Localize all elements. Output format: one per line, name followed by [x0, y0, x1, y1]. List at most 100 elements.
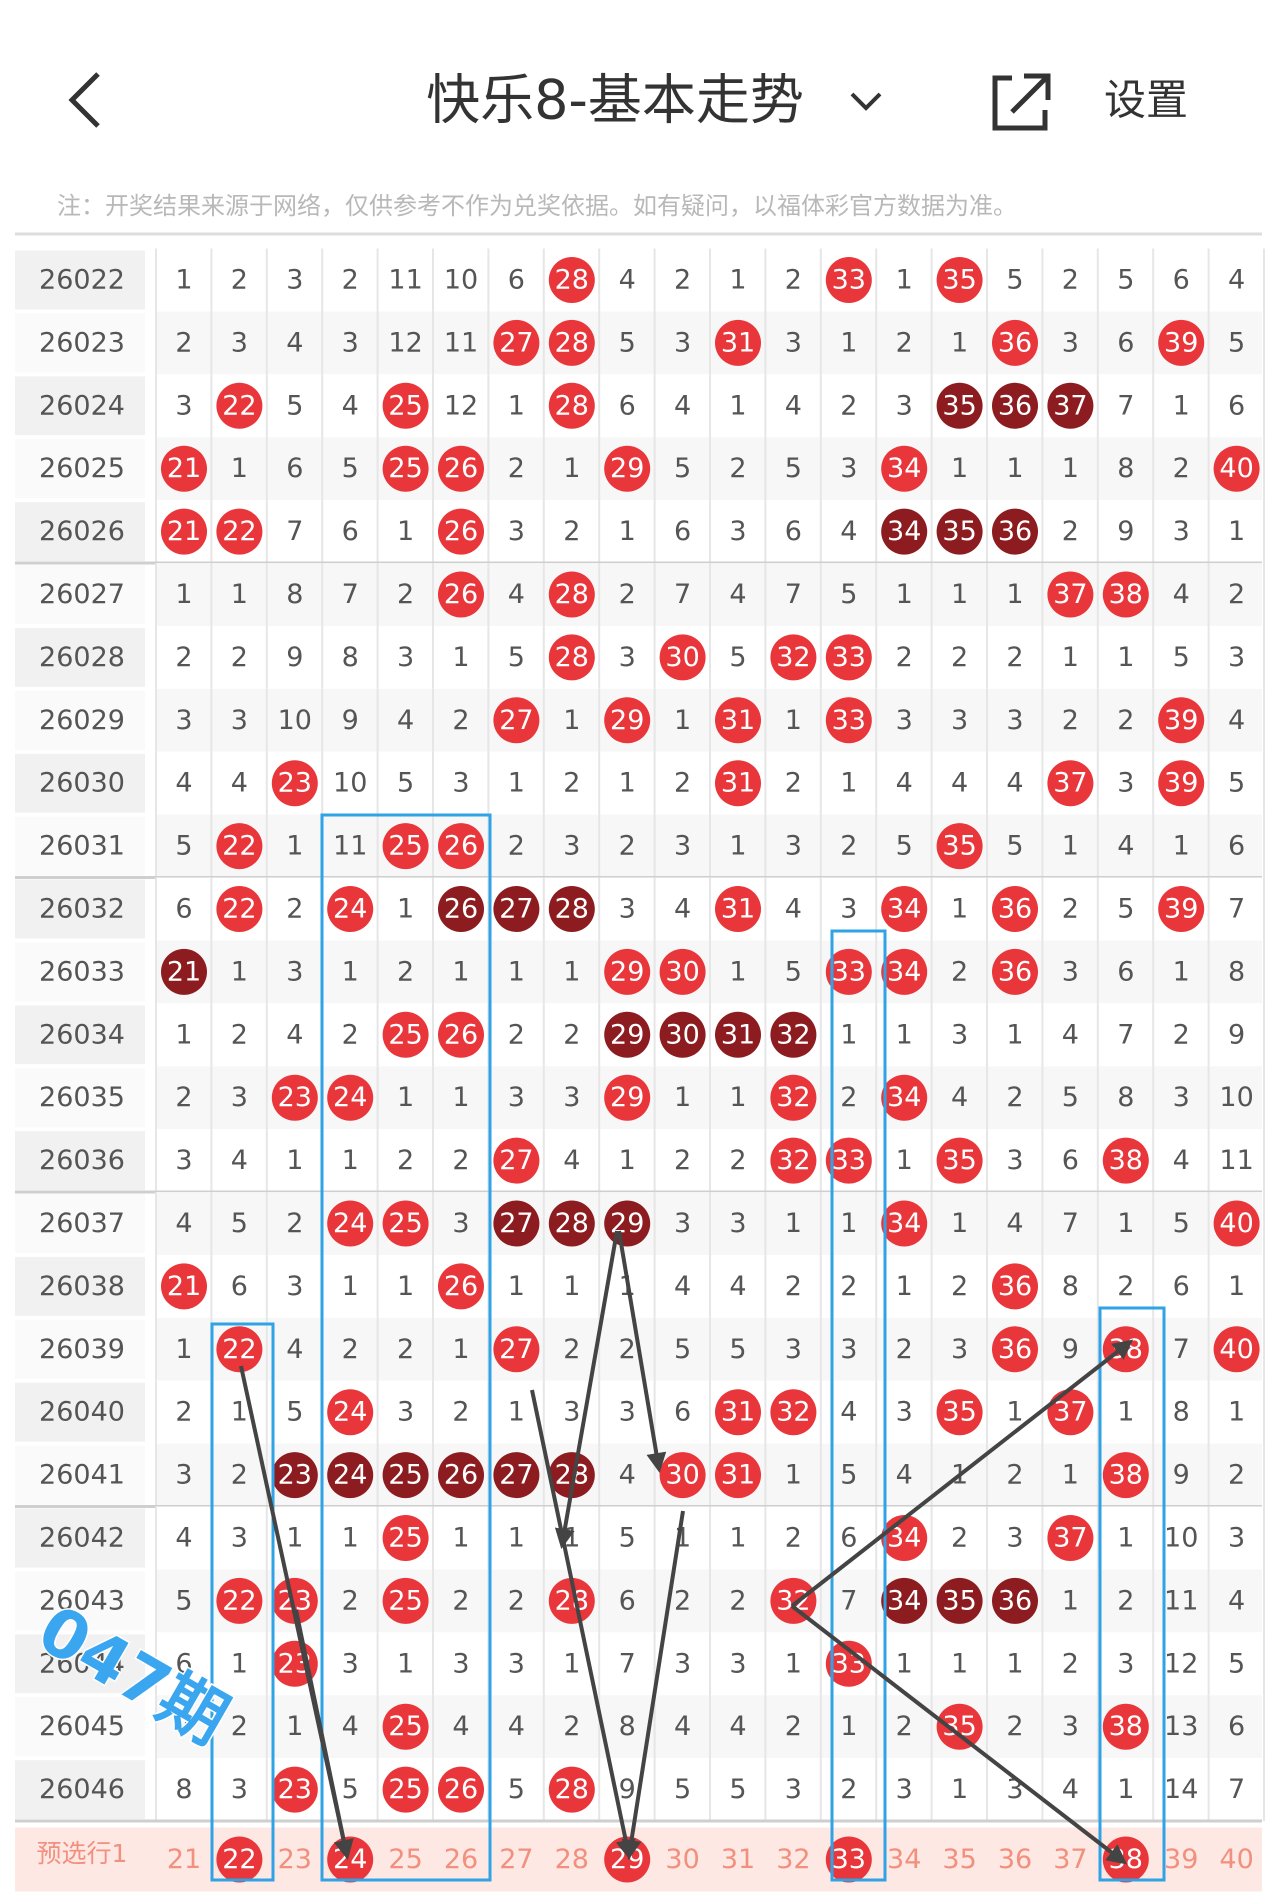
table-row: 26024 3 22 5 4 25 12 1 28 6 4 1 4 2 3 35 36 37 7 1 6 [15, 374, 1265, 438]
miss-count: 2 [397, 1145, 414, 1176]
miss-count: 2 [840, 1082, 857, 1113]
miss-count: 1 [563, 956, 580, 987]
ball-number: 36 [998, 516, 1032, 547]
ball-number: 26 [444, 1271, 478, 1302]
miss-count: 8 [619, 1711, 636, 1742]
miss-count: 4 [286, 1019, 303, 1050]
hit-ball [216, 1577, 263, 1624]
miss-count: 3 [896, 1397, 913, 1428]
miss-count: 1 [175, 1019, 192, 1050]
ball-number: 27 [499, 327, 533, 358]
miss-count: 2 [896, 1334, 913, 1365]
back-button[interactable] [68, 72, 100, 128]
ball-number: 39 [1164, 705, 1198, 736]
miss-count: 14 [1164, 1774, 1198, 1805]
miss-count: 5 [674, 1774, 691, 1805]
ball-number: 32 [776, 1585, 810, 1616]
period-cell [15, 1319, 145, 1379]
miss-count: 23 [278, 1844, 312, 1875]
hit-ball [438, 1263, 484, 1310]
miss-count: 2 [452, 1145, 469, 1176]
streak-ball [1047, 382, 1094, 429]
miss-count: 4 [1117, 831, 1134, 862]
miss-count: 2 [785, 768, 802, 799]
page-title[interactable]: 快乐8-基本走势 [426, 69, 804, 132]
miss-count: 2 [785, 1523, 802, 1554]
miss-count: 3 [785, 327, 802, 358]
miss-count: 1 [619, 768, 636, 799]
miss-count: 36 [998, 1844, 1032, 1875]
ball-number: 25 [388, 1774, 422, 1805]
miss-count: 6 [840, 1523, 857, 1554]
period-cell [15, 879, 145, 939]
period-cell [15, 1508, 145, 1568]
arrow [621, 1510, 685, 1860]
miss-count: 3 [840, 453, 857, 484]
miss-count: 11 [444, 327, 478, 358]
miss-count: 6 [342, 516, 359, 547]
ball-number: 25 [388, 1523, 422, 1554]
miss-count: 1 [729, 831, 746, 862]
hit-ball [438, 508, 484, 555]
miss-count: 1 [1006, 579, 1023, 610]
dropdown-icon[interactable] [850, 92, 882, 111]
miss-count: 7 [1228, 894, 1245, 925]
miss-count: 11 [1164, 1585, 1198, 1616]
miss-count: 1 [896, 1145, 913, 1176]
miss-count: 1 [452, 1523, 469, 1554]
miss-count: 1 [1173, 956, 1190, 987]
miss-count: 2 [1117, 1585, 1134, 1616]
table-row: 26030 4 4 23 10 5 3 1 2 1 2 31 2 1 4 4 4 37 3 39 5 [15, 751, 1265, 815]
ball-number: 24 [333, 1397, 367, 1428]
miss-count: 1 [951, 1208, 968, 1239]
miss-count: 4 [286, 327, 303, 358]
hit-ball [770, 634, 817, 681]
ball-number: 40 [1219, 1208, 1253, 1239]
hit-ball [271, 1074, 318, 1121]
miss-count: 1 [508, 956, 525, 987]
settings-button[interactable]: 设置 [1104, 76, 1188, 125]
miss-count: 5 [508, 1774, 525, 1805]
miss-count: 6 [1062, 1145, 1079, 1176]
ball-number: 21 [167, 1271, 201, 1302]
hit-ball [548, 1766, 595, 1813]
miss-count: 4 [175, 768, 192, 799]
ball-number: 37 [1053, 1397, 1087, 1428]
miss-count: 1 [785, 1648, 802, 1679]
miss-count: 3 [508, 1648, 525, 1679]
hit-ball [1158, 319, 1205, 366]
hit-ball [216, 823, 263, 870]
miss-count: 2 [951, 956, 968, 987]
share-button[interactable] [992, 73, 1051, 131]
hit-ball [715, 760, 761, 807]
streak-ball [992, 1577, 1038, 1624]
miss-count: 11 [388, 265, 422, 296]
hit-ball [1047, 571, 1094, 618]
ball-number: 30 [665, 956, 699, 987]
preselect-row: 预选行1 21 22 23 24 25 26 27 28 29 30 31 32 33 34 35 36 37 38… [15, 1827, 1262, 1892]
miss-count: 7 [1173, 1334, 1190, 1365]
miss-count: 5 [729, 1774, 746, 1805]
miss-count: 1 [896, 1019, 913, 1050]
miss-count: 5 [286, 1397, 303, 1428]
miss-count: 3 [1173, 516, 1190, 547]
ball-number: 22 [222, 1585, 256, 1616]
miss-count: 30 [665, 1844, 699, 1875]
ball-number: 27 [499, 705, 533, 736]
period-number: 26023 [39, 327, 125, 358]
miss-count: 1 [1117, 642, 1134, 673]
miss-count: 3 [231, 1082, 248, 1113]
miss-count: 2 [1062, 705, 1079, 736]
miss-count: 2 [397, 579, 414, 610]
ball-number: 26 [444, 453, 478, 484]
hit-ball [936, 823, 983, 870]
miss-count: 1 [1006, 1397, 1023, 1428]
ball-number: 24 [333, 1208, 367, 1239]
table-row: 26042 4 3 1 1 25 1 1 1 5 1 1 2 6 34 2 3 37 1 10 3 [15, 1506, 1265, 1570]
miss-count: 6 [175, 1648, 192, 1679]
ball-number: 35 [942, 1145, 976, 1176]
miss-count: 3 [619, 894, 636, 925]
table-row: 26027 1 1 8 7 2 26 4 28 2 7 4 7 5 1 1 1 37 38 4 2 [15, 563, 1265, 626]
miss-count: 3 [1062, 1711, 1079, 1742]
hit-ball [382, 1200, 429, 1247]
